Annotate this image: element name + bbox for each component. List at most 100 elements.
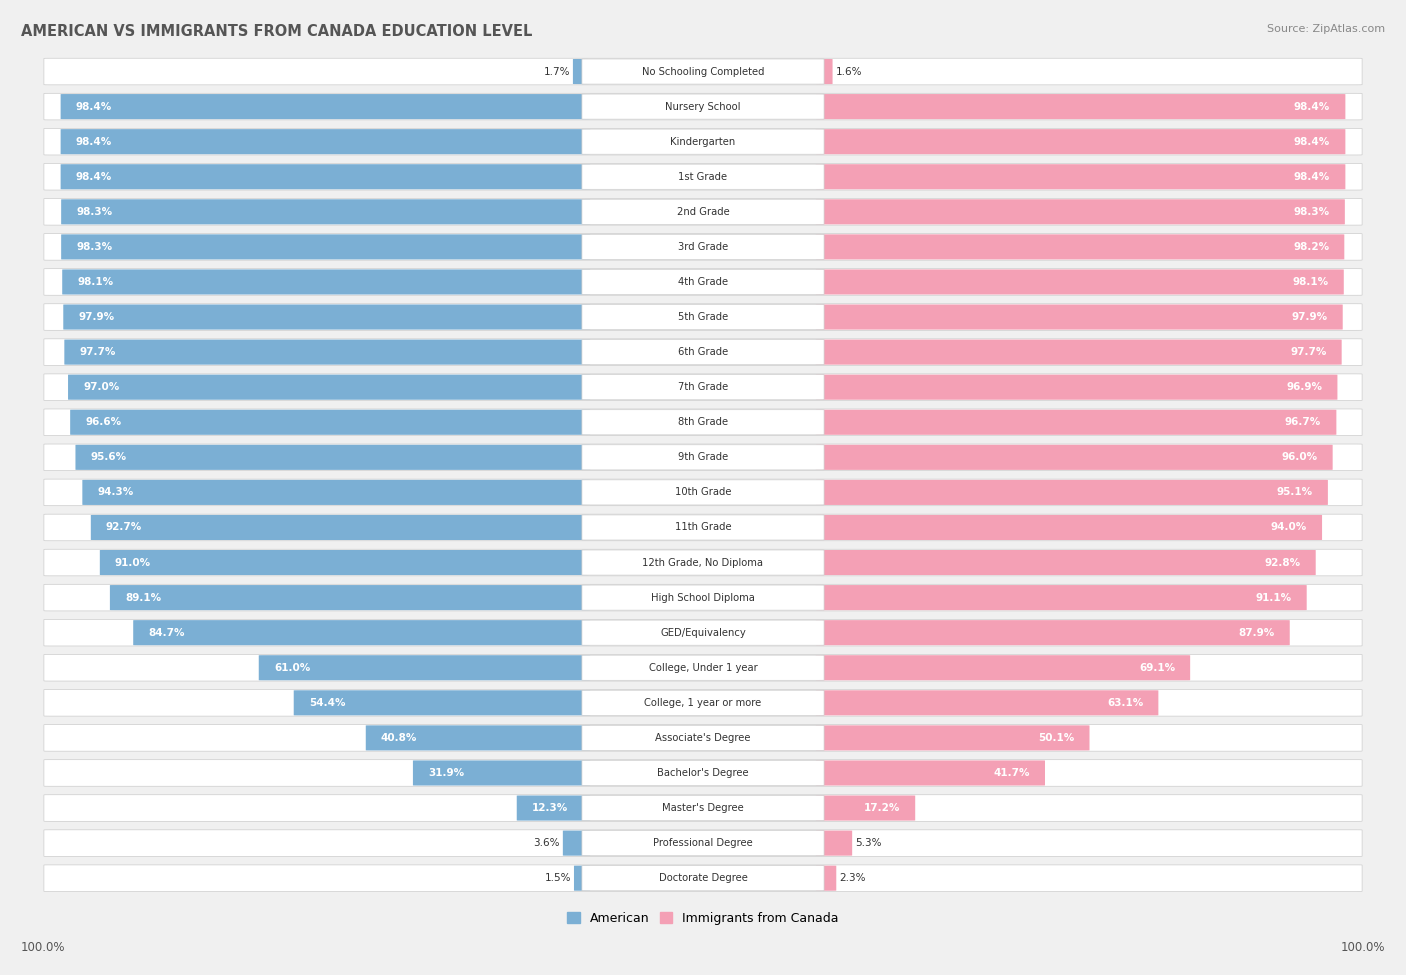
FancyBboxPatch shape: [582, 760, 824, 786]
FancyBboxPatch shape: [572, 58, 591, 84]
Text: 94.0%: 94.0%: [1271, 523, 1308, 532]
Text: Source: ZipAtlas.com: Source: ZipAtlas.com: [1267, 24, 1385, 34]
Text: 98.1%: 98.1%: [77, 277, 114, 287]
FancyBboxPatch shape: [517, 796, 591, 821]
FancyBboxPatch shape: [83, 480, 591, 505]
Text: 100.0%: 100.0%: [21, 941, 66, 954]
FancyBboxPatch shape: [582, 339, 824, 365]
Text: 96.6%: 96.6%: [86, 417, 121, 427]
FancyBboxPatch shape: [44, 584, 1362, 611]
Text: 4th Grade: 4th Grade: [678, 277, 728, 287]
FancyBboxPatch shape: [815, 760, 1045, 786]
FancyBboxPatch shape: [815, 725, 1090, 751]
FancyBboxPatch shape: [44, 164, 1362, 190]
FancyBboxPatch shape: [815, 515, 1322, 540]
FancyBboxPatch shape: [582, 129, 824, 154]
Text: 98.2%: 98.2%: [1294, 242, 1329, 252]
FancyBboxPatch shape: [44, 269, 1362, 295]
Text: 17.2%: 17.2%: [863, 803, 900, 813]
FancyBboxPatch shape: [582, 690, 824, 716]
Text: 92.8%: 92.8%: [1264, 558, 1301, 567]
Text: College, Under 1 year: College, Under 1 year: [648, 663, 758, 673]
Text: Nursery School: Nursery School: [665, 101, 741, 111]
Text: 1st Grade: 1st Grade: [679, 172, 727, 181]
FancyBboxPatch shape: [44, 129, 1362, 155]
FancyBboxPatch shape: [815, 164, 1346, 189]
FancyBboxPatch shape: [582, 796, 824, 821]
Text: 94.3%: 94.3%: [97, 488, 134, 497]
FancyBboxPatch shape: [44, 94, 1362, 120]
Text: Kindergarten: Kindergarten: [671, 136, 735, 146]
Text: Associate's Degree: Associate's Degree: [655, 733, 751, 743]
Text: 97.7%: 97.7%: [80, 347, 115, 357]
Text: 6th Grade: 6th Grade: [678, 347, 728, 357]
FancyBboxPatch shape: [259, 655, 591, 681]
Text: Bachelor's Degree: Bachelor's Degree: [657, 768, 749, 778]
FancyBboxPatch shape: [63, 304, 591, 330]
Text: 96.9%: 96.9%: [1286, 382, 1322, 392]
FancyBboxPatch shape: [815, 445, 1333, 470]
Text: 1.5%: 1.5%: [544, 874, 571, 883]
Text: 96.7%: 96.7%: [1285, 417, 1322, 427]
FancyBboxPatch shape: [582, 445, 824, 470]
FancyBboxPatch shape: [110, 585, 591, 610]
Text: 9th Grade: 9th Grade: [678, 452, 728, 462]
FancyBboxPatch shape: [44, 373, 1362, 401]
FancyBboxPatch shape: [44, 795, 1362, 821]
Text: 7th Grade: 7th Grade: [678, 382, 728, 392]
FancyBboxPatch shape: [65, 339, 591, 365]
FancyBboxPatch shape: [815, 339, 1341, 365]
FancyBboxPatch shape: [60, 94, 591, 119]
FancyBboxPatch shape: [44, 234, 1362, 260]
Text: 98.3%: 98.3%: [76, 242, 112, 252]
FancyBboxPatch shape: [815, 199, 1346, 224]
FancyBboxPatch shape: [60, 129, 591, 154]
Text: 41.7%: 41.7%: [994, 768, 1029, 778]
Text: 96.0%: 96.0%: [1281, 452, 1317, 462]
FancyBboxPatch shape: [44, 689, 1362, 716]
Text: 95.1%: 95.1%: [1277, 488, 1313, 497]
Text: Doctorate Degree: Doctorate Degree: [658, 874, 748, 883]
Text: 50.1%: 50.1%: [1038, 733, 1074, 743]
FancyBboxPatch shape: [100, 550, 591, 575]
FancyBboxPatch shape: [582, 199, 824, 224]
FancyBboxPatch shape: [44, 444, 1362, 471]
FancyBboxPatch shape: [366, 725, 591, 751]
Text: 98.4%: 98.4%: [76, 136, 112, 146]
FancyBboxPatch shape: [44, 830, 1362, 856]
FancyBboxPatch shape: [582, 94, 824, 119]
FancyBboxPatch shape: [582, 550, 824, 575]
Text: 54.4%: 54.4%: [309, 698, 346, 708]
Text: 12th Grade, No Diploma: 12th Grade, No Diploma: [643, 558, 763, 567]
Text: 98.4%: 98.4%: [76, 172, 112, 181]
FancyBboxPatch shape: [44, 865, 1362, 891]
FancyBboxPatch shape: [815, 234, 1344, 259]
FancyBboxPatch shape: [60, 199, 591, 224]
FancyBboxPatch shape: [44, 409, 1362, 436]
Text: 97.7%: 97.7%: [1291, 347, 1326, 357]
Text: College, 1 year or more: College, 1 year or more: [644, 698, 762, 708]
FancyBboxPatch shape: [582, 410, 824, 435]
FancyBboxPatch shape: [413, 760, 591, 786]
Text: 40.8%: 40.8%: [381, 733, 418, 743]
Text: 3.6%: 3.6%: [534, 838, 560, 848]
Text: High School Diploma: High School Diploma: [651, 593, 755, 603]
Text: 91.0%: 91.0%: [115, 558, 150, 567]
FancyBboxPatch shape: [44, 339, 1362, 366]
Text: 98.4%: 98.4%: [1294, 172, 1330, 181]
FancyBboxPatch shape: [815, 585, 1306, 610]
FancyBboxPatch shape: [815, 94, 1346, 119]
Text: 97.0%: 97.0%: [83, 382, 120, 392]
Legend: American, Immigrants from Canada: American, Immigrants from Canada: [568, 912, 838, 925]
FancyBboxPatch shape: [67, 374, 591, 400]
FancyBboxPatch shape: [562, 831, 591, 856]
Text: GED/Equivalency: GED/Equivalency: [661, 628, 745, 638]
Text: 98.4%: 98.4%: [76, 101, 112, 111]
FancyBboxPatch shape: [815, 304, 1343, 330]
Text: 2nd Grade: 2nd Grade: [676, 207, 730, 216]
FancyBboxPatch shape: [582, 515, 824, 540]
FancyBboxPatch shape: [815, 480, 1327, 505]
FancyBboxPatch shape: [91, 515, 591, 540]
FancyBboxPatch shape: [582, 164, 824, 189]
Text: 84.7%: 84.7%: [149, 628, 184, 638]
